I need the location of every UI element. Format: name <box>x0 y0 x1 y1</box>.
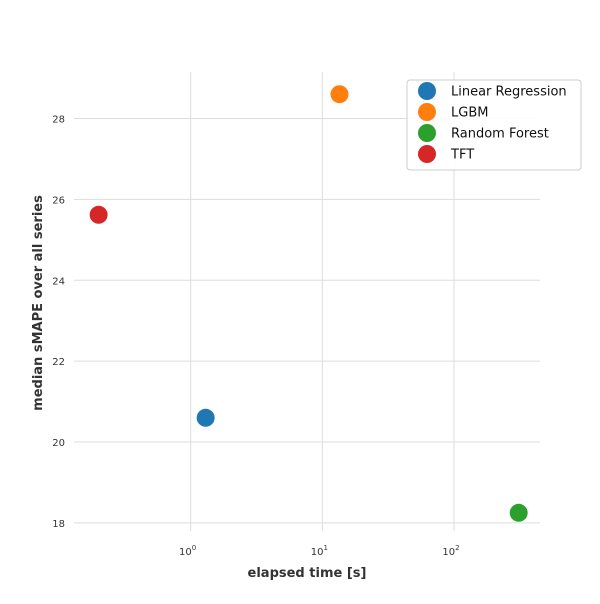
data-point <box>509 503 528 522</box>
data-point <box>89 205 108 224</box>
tick-labels: 100 101 102 18 20 22 24 26 28 <box>52 115 459 558</box>
y-tick-label: 26 <box>52 195 65 206</box>
legend-box <box>406 79 582 171</box>
x-axis-title: elapsed time [s] <box>248 566 367 581</box>
x-tick-label: 100 <box>179 544 196 558</box>
legend-label: TFT <box>450 148 474 163</box>
data-points <box>89 85 528 522</box>
data-point <box>330 85 349 104</box>
y-tick-label: 28 <box>52 115 65 126</box>
y-tick-label: 18 <box>52 519 65 530</box>
legend-label: Linear Regression <box>451 85 567 100</box>
legend-marker <box>418 82 436 100</box>
legend-label: Random Forest <box>451 127 549 142</box>
legend: Linear Regression LGBM Random Forest TFT <box>406 79 582 171</box>
y-tick-label: 22 <box>52 357 65 368</box>
data-point <box>196 408 215 427</box>
legend-label: LGBM <box>451 106 488 121</box>
y-tick-label: 20 <box>52 438 65 449</box>
x-tick-label: 102 <box>442 544 459 558</box>
x-tick-label: 101 <box>311 544 328 558</box>
legend-marker <box>418 124 436 142</box>
legend-marker <box>418 145 436 163</box>
y-axis-title: median sMAPE over all series <box>31 195 46 411</box>
y-tick-label: 24 <box>52 276 65 287</box>
legend-marker <box>418 103 436 121</box>
